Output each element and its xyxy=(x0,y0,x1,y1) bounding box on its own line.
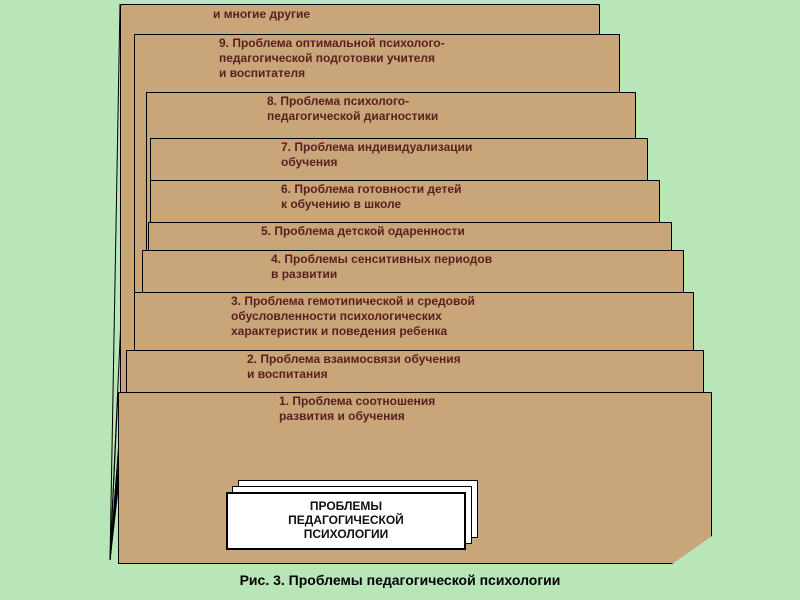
diagram-canvas: и многие другие 9. Проблема оптимальной п… xyxy=(68,0,732,600)
problem-card-text: 1. Проблема соотношения развития и обуче… xyxy=(279,394,435,424)
figure-caption: Рис. 3. Проблемы педагогической психолог… xyxy=(68,572,732,588)
title-line: ПРОБЛЕМЫ xyxy=(232,500,460,514)
problem-card-text: 3. Проблема гемотипической и средовой об… xyxy=(231,294,475,339)
problem-card-text: 5. Проблема детской одаренности xyxy=(261,224,465,239)
problem-card-text: 4. Проблемы сенситивных периодов в разви… xyxy=(271,252,492,282)
title-line: ПЕДАГОГИЧЕСКОЙ xyxy=(232,514,460,528)
caption-text: Рис. 3. Проблемы педагогической психолог… xyxy=(240,572,561,588)
problem-card-text: 6. Проблема готовности детей к обучению … xyxy=(281,182,462,212)
problem-card-text: 9. Проблема оптимальной психолого- педаг… xyxy=(219,36,445,81)
problem-card-text: и многие другие xyxy=(213,7,310,22)
title-line: ПСИХОЛОГИИ xyxy=(232,528,460,542)
title-stack: ПРОБЛЕМЫПЕДАГОГИЧЕСКОЙПСИХОЛОГИИ xyxy=(226,480,482,554)
problem-card-text: 7. Проблема индивидуализации обучения xyxy=(281,140,472,170)
title-box: ПРОБЛЕМЫПЕДАГОГИЧЕСКОЙПСИХОЛОГИИ xyxy=(226,492,466,550)
problem-card-text: 8. Проблема психолого- педагогической ди… xyxy=(267,94,438,124)
problem-card-text: 2. Проблема взаимосвязи обучения и воспи… xyxy=(247,352,461,382)
